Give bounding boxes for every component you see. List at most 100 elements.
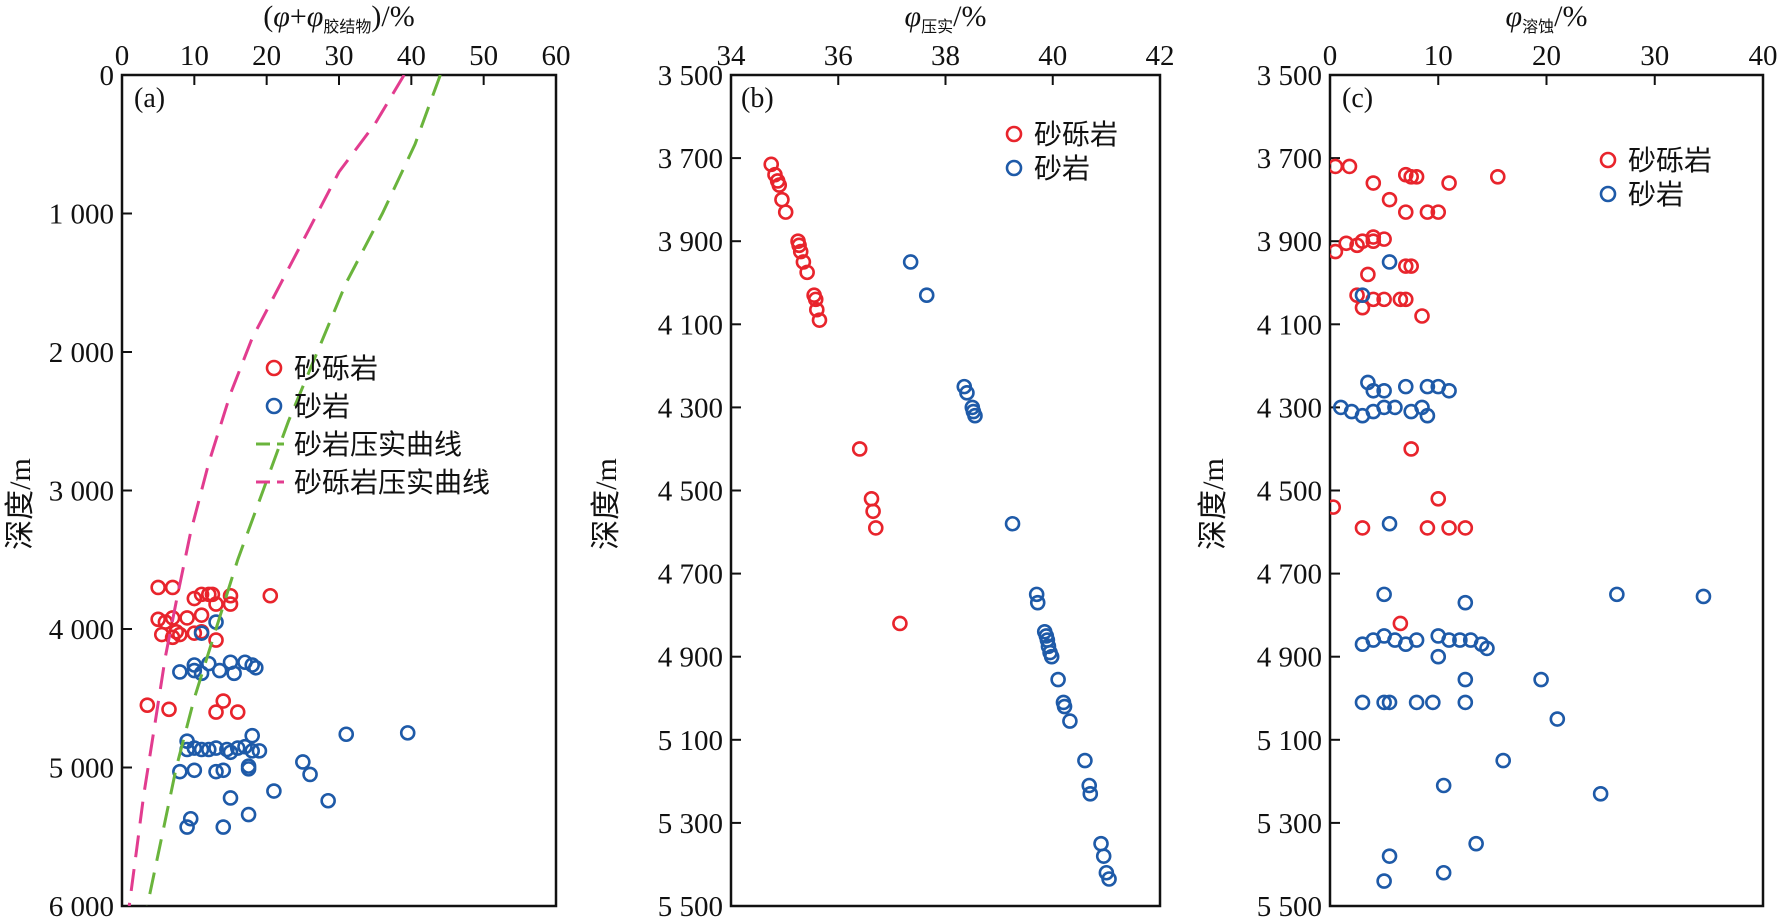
data-point <box>399 725 416 741</box>
data-point <box>1028 586 1045 603</box>
data-point <box>1609 586 1625 603</box>
data-point <box>771 177 788 193</box>
data-point <box>1082 786 1099 802</box>
x-tick-label: 40 <box>1038 40 1067 72</box>
plot-area <box>763 156 1117 887</box>
data-point <box>172 626 188 643</box>
data-point <box>1403 441 1419 457</box>
data-point <box>1381 848 1398 864</box>
x-tick-label: 40 <box>1749 40 1778 72</box>
x-axis-title-part: )/% <box>371 0 414 33</box>
panel-1: 34 36 38 40 42 3 500 3 700 3 900 4 100 4 300 4 500… <box>590 0 1175 919</box>
data-point <box>1441 632 1457 648</box>
data-point <box>902 254 919 270</box>
y-axis-title: 深度/m <box>4 458 37 550</box>
x-tick-label: 40 <box>397 40 426 72</box>
y-tick-label: 4 500 <box>658 476 723 508</box>
data-point <box>1354 520 1371 536</box>
y-tick-label: 4 500 <box>1257 476 1322 508</box>
y-tick-label: 3 500 <box>1257 60 1322 92</box>
data-point <box>211 662 228 679</box>
data-point <box>1408 632 1425 648</box>
x-tick-label: 20 <box>1532 40 1561 72</box>
data-point <box>208 704 224 720</box>
data-point <box>240 806 257 823</box>
series-2 <box>145 75 442 906</box>
x-axis-title-part: 压实 <box>921 17 953 36</box>
data-point <box>1457 520 1474 536</box>
series-1 <box>1333 254 1712 889</box>
plot-area <box>1330 158 1712 889</box>
x-tick-label: 0 <box>1323 40 1338 72</box>
data-point <box>1457 671 1474 688</box>
data-point <box>1435 777 1452 794</box>
data-point <box>229 704 246 720</box>
data-point <box>1365 175 1382 191</box>
legend-swatch <box>1599 151 1617 169</box>
data-point <box>1435 864 1452 881</box>
data-point <box>222 587 239 604</box>
data-point <box>193 625 210 641</box>
data-point <box>1330 243 1344 260</box>
data-point <box>1592 786 1609 802</box>
data-point <box>1381 191 1398 208</box>
data-point <box>807 291 824 308</box>
panel-2: 0 10 20 30 40 3 500 3 700 3 900 4 100 4 300 4 500 4… <box>1197 0 1778 919</box>
series-1 <box>902 254 1117 887</box>
data-point <box>1408 168 1425 185</box>
x-axis-title-part: 胶结物 <box>323 17 371 36</box>
data-point <box>215 762 232 779</box>
data-point <box>201 741 217 758</box>
x-tick-label: 34 <box>717 40 747 72</box>
compaction-curve <box>145 75 442 906</box>
data-point <box>1381 694 1398 711</box>
data-point <box>1419 378 1436 395</box>
data-point <box>295 754 311 770</box>
data-point <box>1403 168 1419 185</box>
y-tick-label: 3 900 <box>1257 226 1322 258</box>
data-point <box>867 520 884 536</box>
data-point <box>186 740 203 756</box>
legend-swatch <box>265 397 283 415</box>
x-axis-title-part: ( <box>263 0 273 33</box>
data-point <box>808 301 825 318</box>
y-tick-label: 3 000 <box>49 476 114 508</box>
data-point <box>1376 873 1392 889</box>
data-point <box>1397 204 1414 220</box>
compaction-curve <box>127 75 406 906</box>
data-point <box>1468 835 1484 852</box>
y-tick-label: 4 100 <box>658 309 723 341</box>
x-tick-label: 0 <box>115 40 130 72</box>
data-point <box>1376 399 1392 416</box>
y-axis-title: 深度/m <box>1197 458 1230 550</box>
data-point <box>959 385 975 401</box>
data-point <box>1457 694 1474 711</box>
x-axis-title: φ溶蚀/% <box>1506 0 1588 36</box>
legend-label: 砂岩压实曲线 <box>294 428 462 461</box>
data-point <box>161 701 177 718</box>
x-tick-label: 30 <box>325 40 354 72</box>
data-point <box>774 191 790 208</box>
y-tick-label: 4 000 <box>49 614 114 646</box>
data-point <box>799 264 815 281</box>
data-point <box>1376 586 1392 603</box>
data-point <box>204 586 221 603</box>
data-point <box>1077 752 1093 769</box>
x-axis-title-part: φ <box>905 0 922 33</box>
data-point <box>1397 378 1414 395</box>
data-point <box>139 697 156 713</box>
data-point <box>1457 594 1474 611</box>
data-point <box>244 657 260 673</box>
y-tick-label: 5 100 <box>1257 725 1322 757</box>
data-point <box>186 625 203 641</box>
data-point <box>193 741 210 758</box>
y-tick-label: 5 300 <box>1257 808 1322 840</box>
data-point <box>967 407 983 424</box>
panel-label: (a) <box>134 83 165 114</box>
x-tick-label: 36 <box>824 40 853 72</box>
data-point <box>1397 258 1414 274</box>
legend-label: 砂砾岩 <box>1034 118 1118 151</box>
x-tick-label: 10 <box>180 40 209 72</box>
